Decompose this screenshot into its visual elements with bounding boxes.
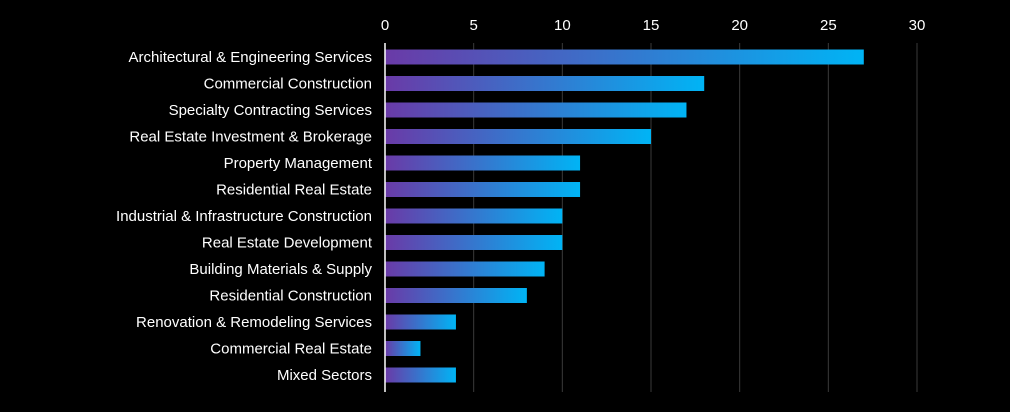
category-label: Real Estate Development [202,235,373,252]
bar [385,235,563,250]
category-label: Property Management [224,155,373,172]
bar [385,49,864,65]
bar [385,288,527,303]
bar [385,341,421,356]
bar [385,261,545,277]
x-tick-label: 20 [731,17,748,34]
category-label: Real Estate Investment & Brokerage [129,129,372,146]
bar [385,129,651,144]
x-tick-label: 0 [381,17,389,34]
category-label: Mixed Sectors [277,367,372,384]
bar [385,182,581,197]
x-axis-ticks: 0 5 10 15 20 25 30 [381,17,926,34]
x-tick-label: 10 [554,17,571,34]
bars [385,49,864,383]
category-label: Commercial Construction [204,76,372,93]
x-tick-label: 15 [643,17,660,34]
category-label: Renovation & Remodeling Services [136,314,372,331]
x-tick-label: 25 [820,17,837,34]
category-label: Residential Construction [209,288,372,305]
category-labels: Architectural & Engineering Services Comm… [116,49,373,384]
category-label: Commercial Real Estate [210,341,372,358]
bar [385,208,563,224]
x-tick-label: 5 [469,17,477,34]
category-label: Building Materials & Supply [189,261,372,278]
category-label: Industrial & Infrastructure Construction [116,208,372,225]
bar [385,314,456,330]
category-label: Residential Real Estate [216,182,372,199]
x-tick-label: 30 [909,17,926,34]
bar [385,367,456,383]
category-label: Architectural & Engineering Services [129,49,372,66]
gridlines [473,43,918,392]
bar [385,76,705,91]
category-label: Specialty Contracting Services [169,102,372,119]
bar [385,102,687,118]
bar [385,155,581,171]
